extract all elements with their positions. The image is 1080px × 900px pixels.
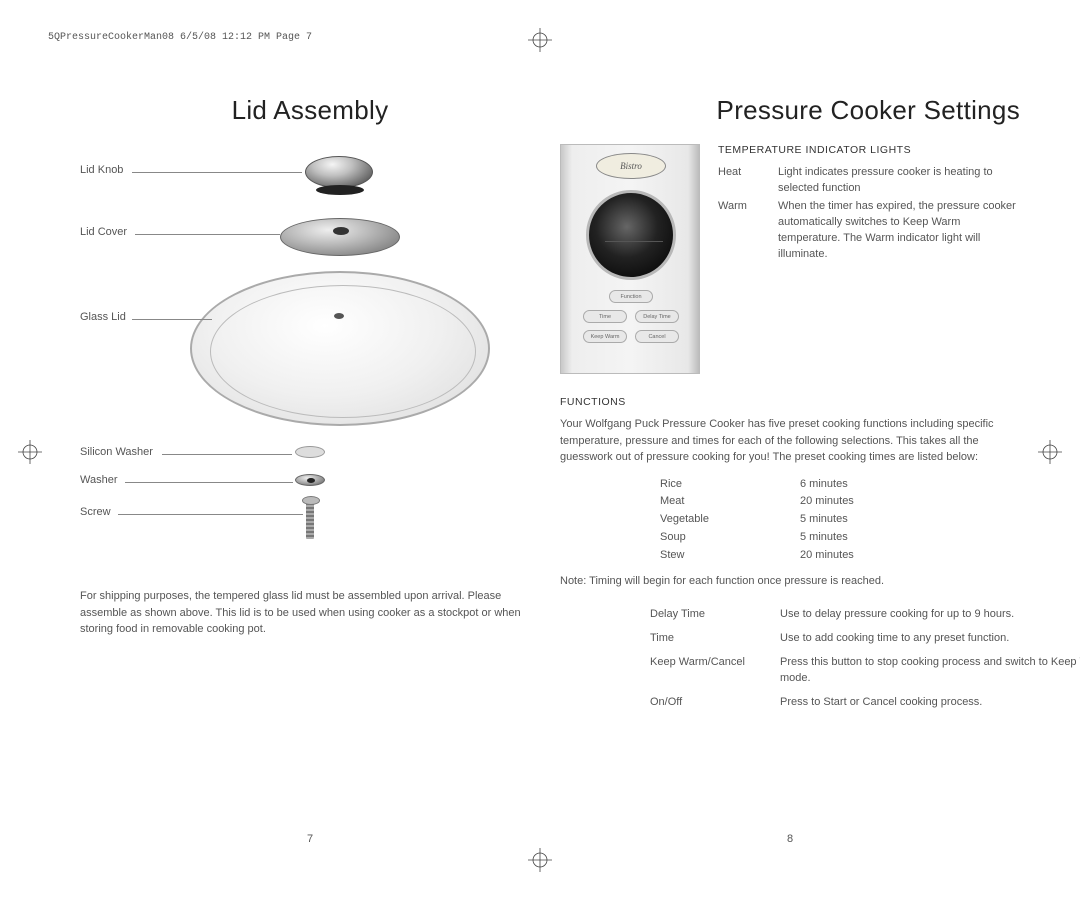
crop-mark-left-icon <box>18 440 42 464</box>
controls-table: Delay TimeUse to delay pressure cooking … <box>650 603 1080 715</box>
washer-graphic <box>295 474 325 486</box>
crop-mark-top-icon <box>528 28 552 52</box>
screw-graphic <box>306 501 314 539</box>
glass-lid-graphic <box>190 271 490 426</box>
table-row: Meat20 minutes <box>660 493 1080 511</box>
table-row: On/OffPress to Start or Cancel cooking p… <box>650 691 1080 715</box>
page-number-left: 7 <box>307 833 313 845</box>
page-number-right: 8 <box>787 833 793 845</box>
callout-silicon-washer: Silicon Washer <box>80 446 153 458</box>
callout-lid-cover: Lid Cover <box>80 226 127 238</box>
functions-intro: Your Wolfgang Puck Pressure Cooker has f… <box>560 416 1020 466</box>
lid-knob-graphic <box>305 156 373 188</box>
callout-screw: Screw <box>80 506 111 518</box>
panel-button: Function <box>609 290 653 303</box>
page-title-left: Lid Assembly <box>80 95 540 126</box>
panel-button: Keep Warm <box>583 330 627 343</box>
callout-lid-knob: Lid Knob <box>80 164 123 176</box>
table-row: TimeUse to add cooking time to any prese… <box>650 627 1080 651</box>
lid-assembly-diagram: Lid Knob Lid Cover Glass Lid Silicon Was… <box>80 156 540 576</box>
temp-lights-table: HeatLight indicates pressure cooker is h… <box>718 164 1020 264</box>
functions-heading: FUNCTIONS <box>560 396 1020 408</box>
silicon-washer-graphic <box>295 446 325 458</box>
table-row: Soup5 minutes <box>660 529 1080 547</box>
table-row: Vegetable5 minutes <box>660 511 1080 529</box>
table-row: WarmWhen the timer has expired, the pres… <box>718 198 1020 264</box>
table-row: Delay TimeUse to delay pressure cooking … <box>650 603 1080 627</box>
timing-note: Note: Timing will begin for each functio… <box>560 575 1020 587</box>
lid-cover-graphic <box>280 218 400 256</box>
table-row: Keep Warm/CancelPress this button to sto… <box>650 651 1080 691</box>
lcd-display-icon <box>586 190 676 280</box>
callout-washer: Washer <box>80 474 118 486</box>
panel-button: Cancel <box>635 330 679 343</box>
cook-times-table: Rice6 minutes Meat20 minutes Vegetable5 … <box>660 476 1080 566</box>
brand-logo: Bistro <box>596 153 666 179</box>
table-row: Rice6 minutes <box>660 476 1080 494</box>
panel-button: Time <box>583 310 627 323</box>
temp-lights-heading: TEMPERATURE INDICATOR LIGHTS <box>718 144 1020 156</box>
control-panel-photo: Bistro Function Time Delay Time Keep War… <box>560 144 700 374</box>
page-right: Pressure Cooker Settings Bistro Function… <box>560 95 1020 825</box>
table-row: Stew20 minutes <box>660 547 1080 565</box>
page-title-right: Pressure Cooker Settings <box>560 95 1020 126</box>
callout-glass-lid: Glass Lid <box>80 311 126 323</box>
crop-mark-bottom-icon <box>528 848 552 872</box>
page-left: Lid Assembly Lid Knob Lid Cover Glass Li… <box>80 95 540 825</box>
lid-assembly-note: For shipping purposes, the tempered glas… <box>80 588 540 638</box>
print-header-meta: 5QPressureCookerMan08 6/5/08 12:12 PM Pa… <box>48 32 312 43</box>
table-row: HeatLight indicates pressure cooker is h… <box>718 164 1020 198</box>
crop-mark-right-icon <box>1038 440 1062 464</box>
panel-button: Delay Time <box>635 310 679 323</box>
